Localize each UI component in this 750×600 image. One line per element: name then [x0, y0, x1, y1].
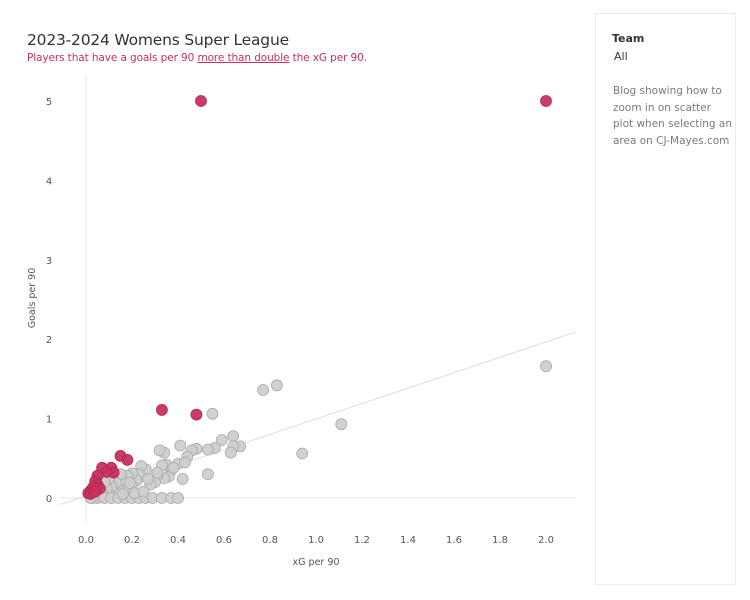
x-axis-title: xG per 90 — [293, 557, 340, 568]
subtitle-prefix: Players that have a goals per 90 — [27, 52, 198, 64]
highlight-point — [195, 95, 207, 107]
player-point — [224, 446, 237, 459]
player-point — [540, 360, 552, 373]
x-tick-label: 0.2 — [124, 535, 140, 546]
blog-note: Blog showing how to zoom in on scatter p… — [613, 85, 733, 147]
player-point — [142, 472, 155, 485]
x-tick-label: 1.2 — [354, 535, 370, 546]
subtitle-suffix: the xG per 90. — [289, 52, 367, 64]
player-point — [116, 488, 129, 500]
tick-labels: 0.0 0.2 0.4 0.6 0.8 1.0 1.2 1.4 1.6 1.8 2.0 0 1 2 3 4 5 — [46, 97, 554, 546]
y-tick-label: 2 — [46, 335, 52, 346]
highlight-point — [155, 403, 168, 416]
player-point — [153, 444, 166, 457]
player-point — [174, 439, 187, 452]
y-tick-label: 1 — [46, 415, 52, 426]
player-point — [123, 476, 136, 489]
side-panel: Team All Blog showing how to zoom in on … — [595, 13, 736, 585]
chart-subtitle: Players that have a goals per 90 more th… — [27, 52, 367, 64]
highlight-point — [540, 95, 552, 107]
player-point — [201, 443, 214, 456]
chart-title: 2023-2024 Womens Super League — [27, 31, 289, 49]
x-tick-label: 1.8 — [492, 535, 508, 546]
x-tick-label: 0.8 — [262, 535, 278, 546]
player-point — [176, 472, 189, 485]
player-point — [270, 379, 283, 392]
axes — [60, 75, 577, 522]
player-point — [151, 466, 164, 479]
highlight-point — [89, 485, 102, 498]
player-point — [167, 461, 180, 474]
highlight-point — [190, 408, 203, 421]
y-tick-label: 4 — [46, 176, 52, 187]
y-tick-label: 5 — [46, 97, 52, 108]
player-point — [335, 418, 348, 431]
y-tick-label: 0 — [46, 494, 52, 505]
x-tick-label: 1.6 — [446, 535, 462, 546]
team-filter-label: Team — [612, 32, 645, 45]
x-tick-label: 1.0 — [308, 535, 324, 546]
player-point — [206, 407, 219, 420]
player-point — [178, 456, 191, 469]
y-tick-label: 3 — [46, 256, 52, 267]
player-point — [257, 384, 270, 396]
y-axis-title: Goals per 90 — [27, 268, 38, 329]
player-point — [137, 485, 150, 498]
player-point — [296, 447, 309, 460]
highlight-point — [121, 453, 134, 466]
points-other-players — [84, 360, 552, 504]
player-point — [201, 468, 214, 481]
player-point — [172, 492, 184, 504]
player-point — [227, 430, 240, 443]
team-filter-value[interactable]: All — [614, 50, 628, 63]
x-tick-label: 2.0 — [538, 535, 554, 546]
points-more-than-double — [82, 95, 552, 500]
x-tick-label: 0.4 — [170, 535, 186, 546]
x-tick-label: 0.6 — [216, 535, 232, 546]
x-tick-label: 1.4 — [400, 535, 416, 546]
subtitle-emphasis: more than double — [197, 52, 290, 64]
x-tick-label: 0.0 — [78, 535, 94, 546]
scatter-plot[interactable]: 0.0 0.2 0.4 0.6 0.8 1.0 1.2 1.4 1.6 1.8 2.0012345 … — [0, 0, 590, 600]
player-point — [215, 434, 228, 446]
